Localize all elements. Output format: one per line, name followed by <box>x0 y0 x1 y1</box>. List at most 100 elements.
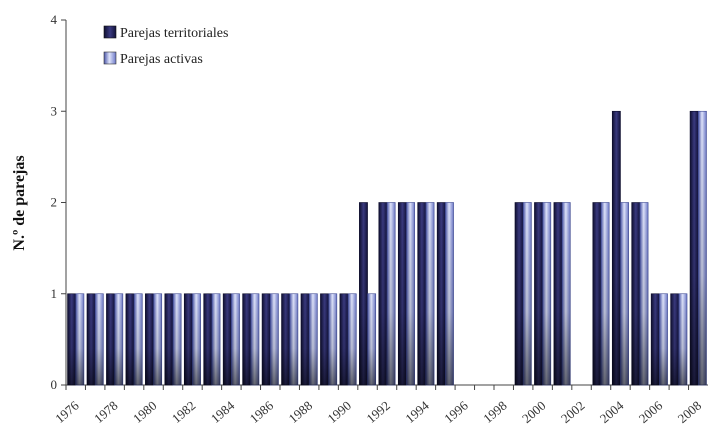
legend-swatch-territoriales <box>103 25 117 39</box>
bar-shade <box>86 293 96 385</box>
y-axis-title: N.º de parejas <box>11 155 28 250</box>
x-tick-label: 1988 <box>286 398 316 426</box>
bar-shade <box>211 293 221 385</box>
bar-group-1994 <box>417 202 435 386</box>
x-tick-label: 2006 <box>636 397 666 426</box>
bar-shade <box>514 202 524 385</box>
bar-shade <box>223 293 232 385</box>
bar-group-2004 <box>611 110 629 386</box>
x-tick-label: 1990 <box>324 398 354 426</box>
bar-shade <box>145 293 154 385</box>
bar-shade <box>114 293 123 385</box>
bar-shade <box>639 202 649 385</box>
x-tick-label: 1980 <box>130 398 160 426</box>
bar-group-1987 <box>281 293 299 386</box>
bar-shade <box>359 202 368 385</box>
bar-shade <box>328 293 337 385</box>
bar-group-1980 <box>145 293 163 386</box>
bar-shade <box>553 202 563 385</box>
bar-group-1999 <box>514 202 532 386</box>
bar-shade <box>339 293 349 385</box>
bar-shade <box>309 293 318 385</box>
y-tick-label: 2 <box>51 195 58 210</box>
bar-shade <box>348 293 357 385</box>
bar-shade <box>242 293 251 385</box>
bar-shade <box>95 293 104 385</box>
bar-shade <box>367 293 376 385</box>
x-tick-label: 1998 <box>480 398 510 426</box>
bar-shade <box>601 202 610 385</box>
bar-shade <box>270 293 279 385</box>
bar-shade <box>425 202 435 385</box>
bars <box>67 110 707 386</box>
bar-shade <box>75 293 84 385</box>
bar-group-2003 <box>592 202 610 386</box>
bar-group-1983 <box>203 293 221 386</box>
bar-shade <box>300 293 310 385</box>
bar-shade <box>231 293 240 385</box>
bar-group-2000 <box>534 202 552 386</box>
bar-shade <box>592 202 601 385</box>
bar-shade <box>320 293 329 385</box>
legend-swatch-activas <box>103 51 117 65</box>
legend: Parejas territoriales Parejas activas <box>103 25 228 67</box>
bar-shade <box>67 293 76 385</box>
x-tick-label: 1982 <box>169 398 199 426</box>
bar-group-1982 <box>183 293 201 386</box>
bar-group-1989 <box>320 293 338 386</box>
bar-shade <box>125 293 135 385</box>
x-tick-label: 1996 <box>441 397 471 426</box>
x-tick-label: 1978 <box>91 398 121 426</box>
bar-shade <box>417 202 426 385</box>
bar-shade <box>398 202 407 385</box>
bar-shade <box>534 202 543 385</box>
bar-shade <box>690 111 699 385</box>
bar-shade <box>659 293 668 385</box>
y-tick-label: 0 <box>51 377 58 392</box>
bar-shade <box>173 293 182 385</box>
legend-label-territoriales: Parejas territoriales <box>120 26 228 41</box>
x-tick-label: 1994 <box>402 397 432 426</box>
x-tick-label: 2008 <box>675 398 705 426</box>
x-tick-label: 1992 <box>363 398 393 426</box>
bar-shade <box>153 293 162 385</box>
bar-group-2007 <box>670 293 688 386</box>
bar-shade <box>562 202 571 385</box>
bar-shade <box>698 111 707 385</box>
bar-group-1990 <box>339 293 357 386</box>
x-tick-label: 1986 <box>247 397 277 426</box>
bar-group-1985 <box>242 293 260 386</box>
bar-group-2008 <box>689 110 707 386</box>
bar-shade <box>250 293 260 385</box>
bar-group-1979 <box>125 293 143 386</box>
bar-group-1977 <box>86 293 104 386</box>
bar-group-1995 <box>436 202 454 386</box>
bar-shade <box>620 202 629 385</box>
x-ticks: 1976 1978 1980 1982 1984 1986 1988 1990 1992 1994… <box>52 385 704 426</box>
y-tick-label: 4 <box>51 12 58 27</box>
y-tick-label: 3 <box>51 103 58 118</box>
bar-group-2005 <box>631 202 649 386</box>
x-tick-label: 2000 <box>519 398 549 426</box>
bar-shade <box>192 293 201 385</box>
legend-label-activas: Parejas activas <box>120 52 203 67</box>
bar-shade <box>437 202 446 385</box>
y-ticks: 0 1 2 3 4 <box>51 12 66 392</box>
bar-shade <box>406 202 415 385</box>
x-tick-label: 1976 <box>52 397 82 426</box>
bar-group-1988 <box>300 293 318 386</box>
bar-shade <box>445 202 454 385</box>
bar-group-1978 <box>106 293 124 386</box>
bar-shade <box>523 202 532 385</box>
bar-shade <box>184 293 193 385</box>
legend-item-activas: Parejas activas <box>103 51 203 67</box>
bar-group-2001 <box>553 202 571 386</box>
bar-shade <box>631 202 640 385</box>
bar-shade <box>281 293 290 385</box>
bar-group-1981 <box>164 293 182 386</box>
bar-shade <box>203 293 212 385</box>
bar-shade <box>678 293 688 385</box>
y-tick-label: 1 <box>51 286 58 301</box>
x-tick-label: 1984 <box>208 397 238 426</box>
